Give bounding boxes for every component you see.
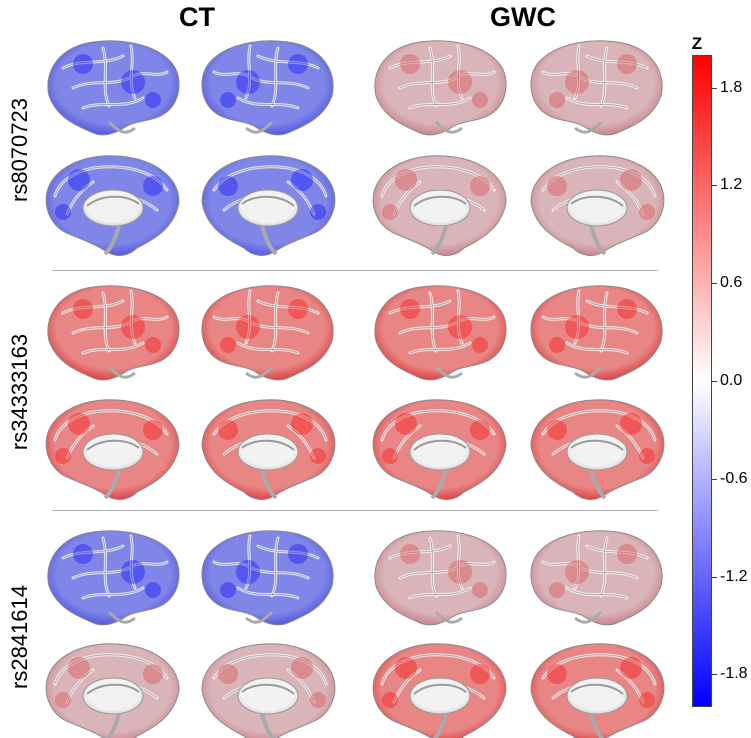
- row-separator-2: [52, 510, 658, 511]
- brain-gwc-medial-right-row3: [530, 643, 665, 738]
- brain-gwc-medial-left-row2: [372, 399, 507, 500]
- colorbar-tick-mark: [712, 87, 717, 89]
- brain-ct-lateral-right-row3: [201, 530, 334, 626]
- colorbar-tick-label: 0.0: [720, 372, 743, 389]
- colorbar-tick-label: -1.8: [720, 665, 748, 683]
- brain-ct-medial-right-row2: [201, 399, 336, 500]
- colorbar-tick-label: -1.2: [720, 567, 748, 585]
- brain-gwc-lateral-right-row1: [530, 40, 663, 136]
- column-title-gwc: GWC: [490, 2, 556, 32]
- colorbar: [692, 55, 712, 707]
- colorbar-tick-label: 0.6: [720, 274, 743, 292]
- colorbar-tick-label: 1.2: [720, 176, 743, 194]
- brain-gwc-lateral-left-row3: [374, 530, 507, 626]
- brain-ct-lateral-left-row1: [47, 40, 180, 136]
- row-separator-1: [52, 270, 658, 271]
- brain-ct-lateral-left-row2: [47, 285, 180, 381]
- brain-gwc-lateral-right-row3: [530, 530, 663, 626]
- brain-ct-medial-left-row3: [45, 643, 180, 738]
- brain-ct-lateral-right-row2: [201, 285, 334, 381]
- colorbar-tick-mark: [712, 576, 717, 578]
- brain-surface-grid: [45, 40, 665, 738]
- colorbar-tick-label: 1.8: [720, 78, 743, 96]
- brain-gwc-medial-left-row3: [372, 643, 507, 738]
- brain-gwc-medial-left-row1: [372, 155, 507, 256]
- brain-ct-medial-right-row1: [201, 155, 336, 256]
- column-title-ct: CT: [179, 2, 215, 32]
- brain-ct-lateral-left-row3: [47, 530, 180, 626]
- colorbar-tick-mark: [712, 283, 717, 285]
- colorbar-tick-label: -0.6: [720, 469, 748, 487]
- colorbar-tick-mark: [712, 478, 717, 480]
- brain-ct-medial-right-row3: [201, 643, 336, 738]
- colorbar-tick-mark: [712, 381, 717, 382]
- brain-gwc-lateral-left-row2: [374, 285, 507, 381]
- brain-gwc-lateral-left-row1: [374, 40, 507, 136]
- brain-gwc-medial-right-row2: [530, 399, 665, 500]
- brain-gwc-medial-right-row1: [530, 155, 665, 256]
- colorbar-tick-mark: [712, 185, 717, 187]
- colorbar-tick-mark: [712, 674, 717, 676]
- brain-ct-medial-left-row1: [45, 155, 180, 256]
- brain-gwc-lateral-right-row2: [530, 285, 663, 381]
- brain-ct-medial-left-row2: [45, 399, 180, 500]
- colorbar-title: Z: [691, 34, 703, 53]
- brain-ct-lateral-right-row1: [201, 40, 334, 136]
